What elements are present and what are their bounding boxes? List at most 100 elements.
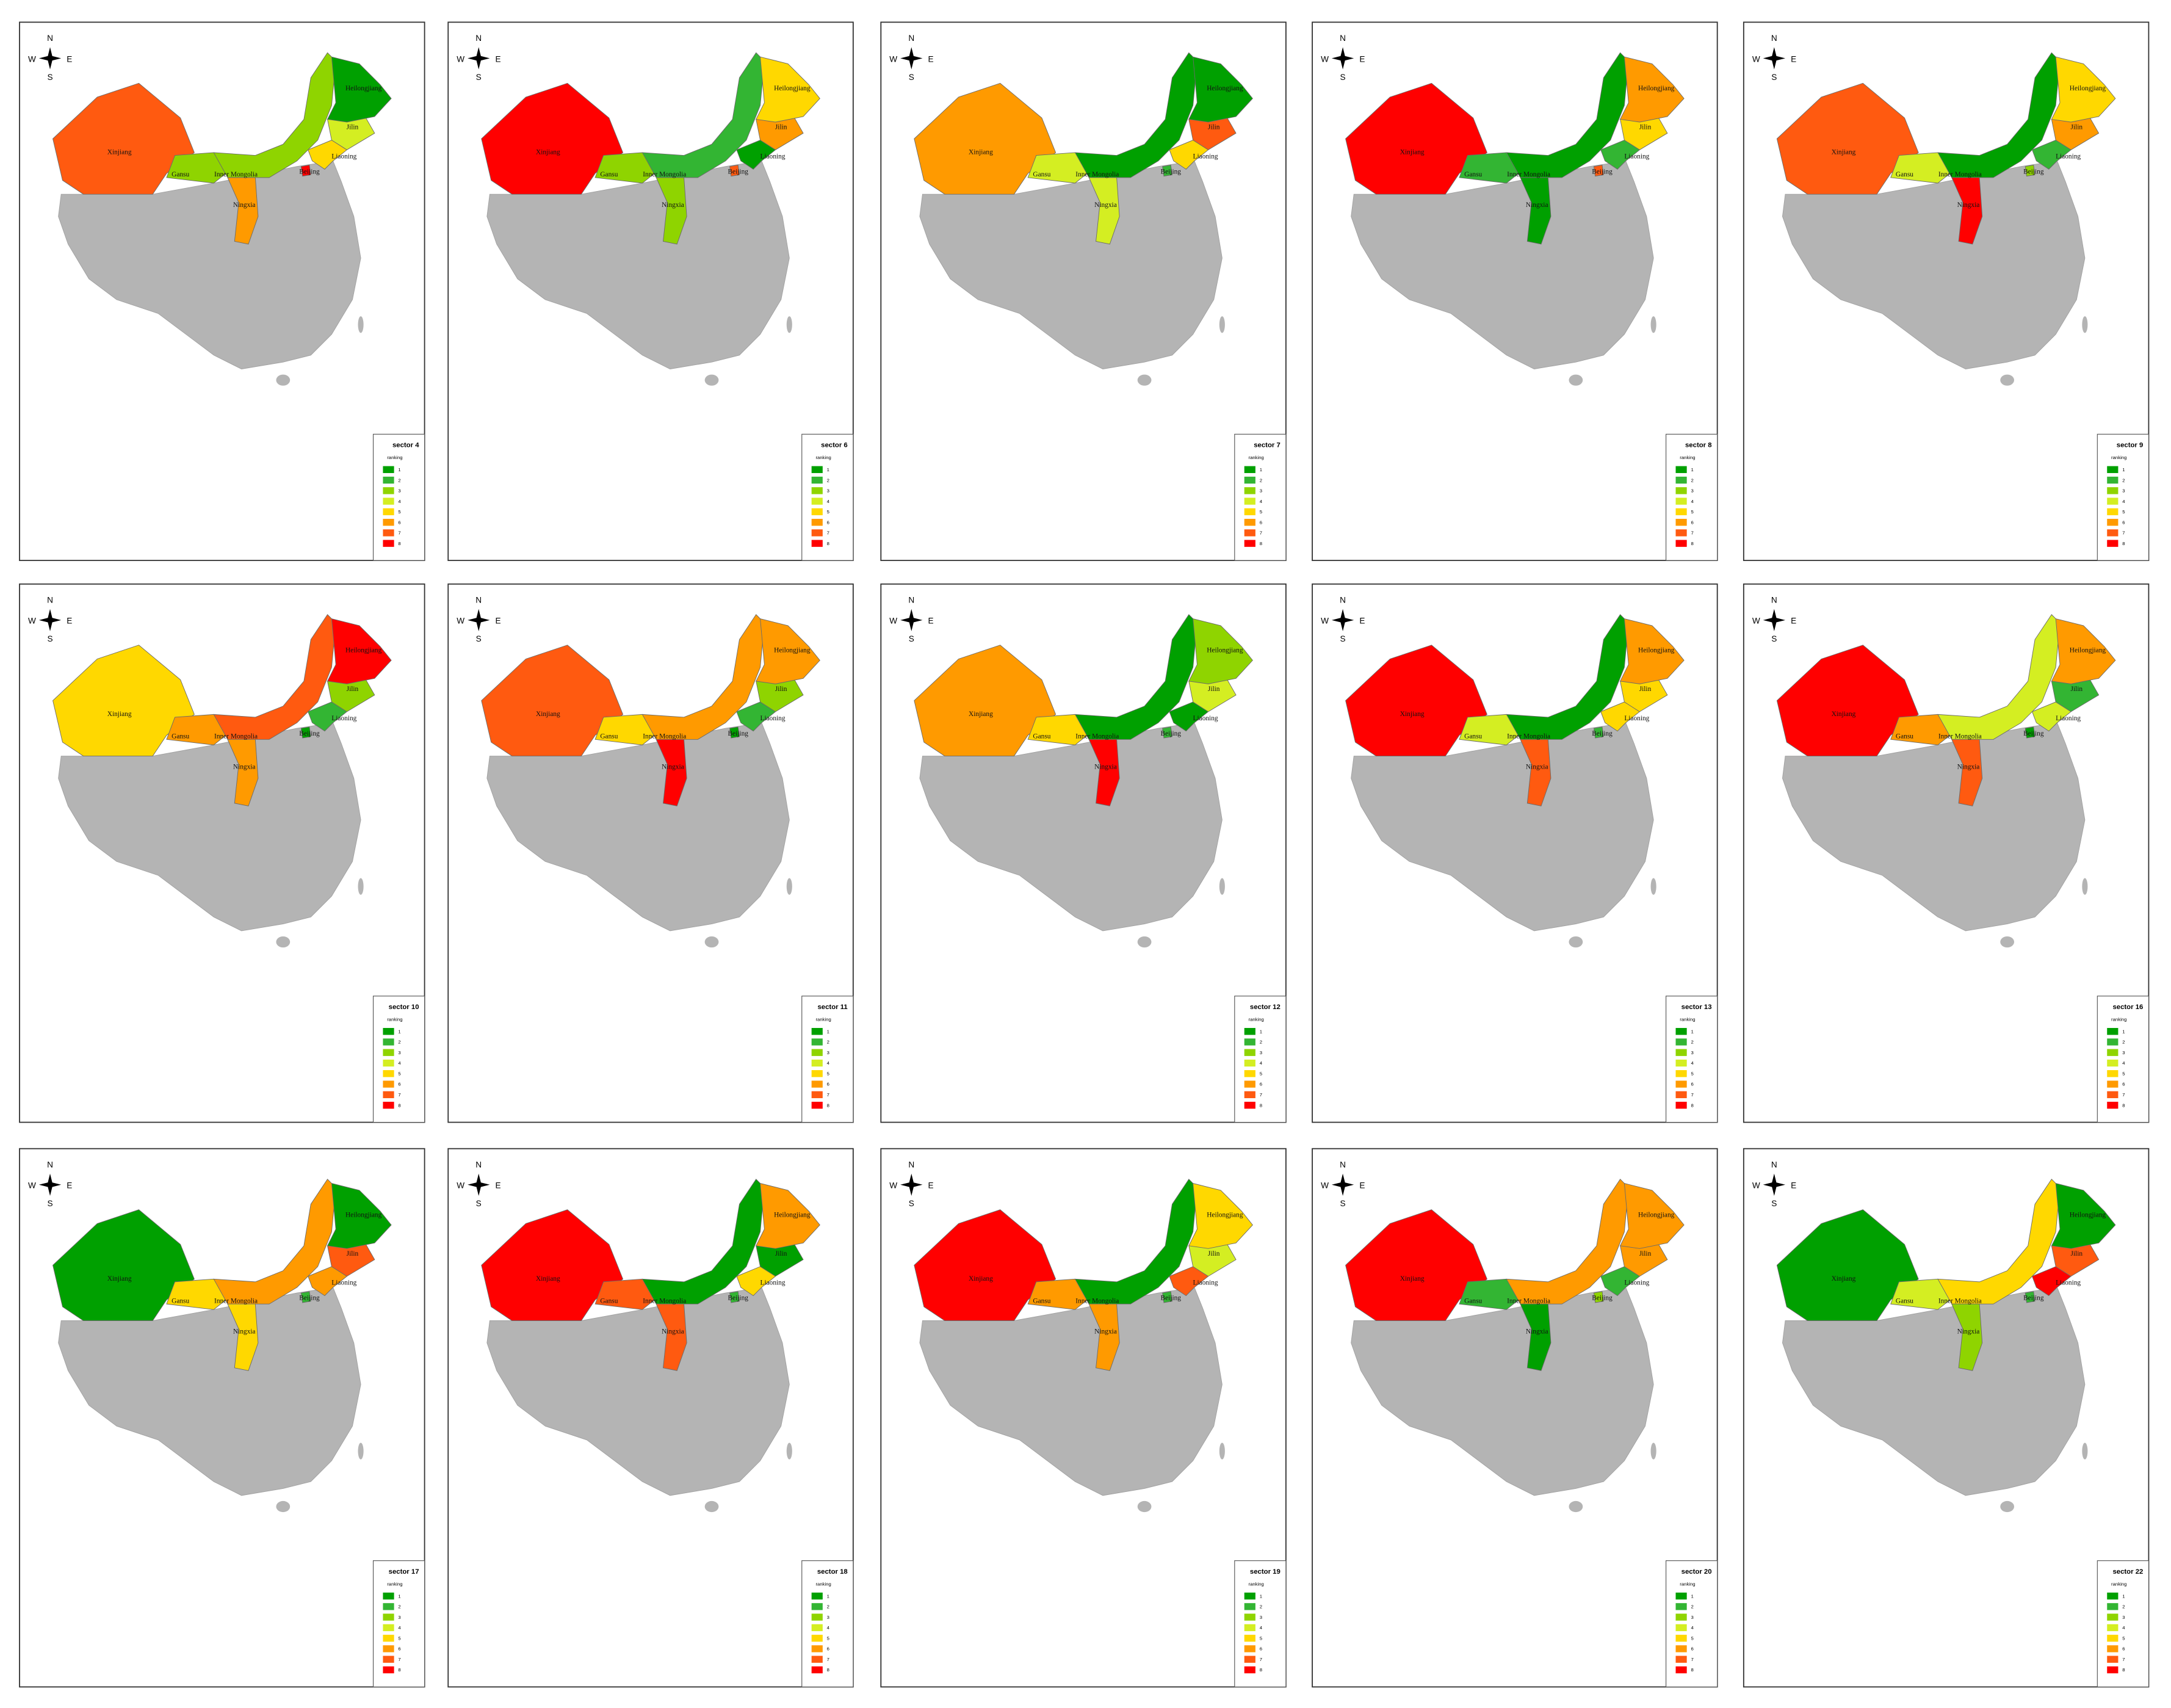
map-panel: Xinjiang Gansu Inner Mongolia Ningxia Beijin… [447, 583, 854, 1123]
compass-w: W [889, 1181, 897, 1190]
legend-swatch [1244, 1027, 1255, 1035]
compass-rose [1331, 609, 1354, 632]
province [1951, 739, 1983, 806]
compass-rose [1331, 1173, 1354, 1196]
legend-label: 2 [2122, 1040, 2125, 1045]
legend-swatch [383, 1038, 394, 1046]
map-panel: Xinjiang Gansu Inner Mongolia Ningxia Beijin… [19, 1148, 425, 1688]
legend-label: 8 [1691, 1667, 1693, 1673]
legend-box [372, 433, 425, 561]
legend-label: 4 [827, 499, 830, 504]
compass-n: N [1771, 1160, 1777, 1170]
legend-label: 7 [1691, 1657, 1693, 1662]
island [276, 936, 291, 948]
province [1593, 1291, 1604, 1303]
province-label: Jilin [775, 686, 787, 693]
province-label: Gansu [172, 171, 189, 178]
province [1088, 739, 1120, 806]
map-panel: Xinjiang Gansu Inner Mongolia Ningxia Beijin… [1312, 583, 1718, 1123]
legend-subtitle: ranking [2111, 455, 2126, 460]
compass-n: N [47, 34, 53, 43]
map-panel: Xinjiang Gansu Inner Mongolia Ningxia Beijin… [880, 583, 1287, 1123]
legend-swatch [383, 1101, 394, 1109]
compass-e: E [1359, 54, 1365, 63]
legend-label: 2 [827, 1040, 829, 1045]
province [1088, 1303, 1120, 1371]
legend-label: 7 [2122, 1657, 2125, 1662]
province [327, 618, 392, 684]
legend-label: 4 [398, 1625, 401, 1630]
legend-label: 5 [2122, 1635, 2125, 1641]
legend-title: sector 11 [817, 1004, 847, 1011]
legend-label: 1 [1691, 467, 1693, 472]
island [1219, 1442, 1225, 1460]
legend-swatch [1675, 1656, 1687, 1663]
compass-e: E [67, 617, 72, 626]
province-label: Ningxia [662, 201, 684, 209]
province-label: Xinjiang [1832, 1275, 1856, 1283]
legend-label: 2 [2122, 477, 2125, 483]
legend-label: 2 [1260, 1040, 1262, 1045]
legend-label: 7 [1691, 1092, 1693, 1098]
legend-label: 6 [2122, 1646, 2125, 1652]
island [786, 878, 792, 895]
legend-swatch [1244, 1645, 1255, 1652]
compass-e: E [928, 1181, 934, 1190]
legend-label: 3 [2122, 1050, 2125, 1055]
legend-label: 1 [827, 1029, 829, 1034]
legend-swatch [1675, 1027, 1687, 1035]
legend-swatch [383, 1070, 394, 1077]
province-label: Jilin [775, 1250, 787, 1257]
province-label: Beijing [728, 1295, 748, 1302]
legend-label: 1 [827, 1593, 829, 1599]
legend-swatch [1675, 540, 1687, 547]
legend-label: 2 [1691, 1040, 1693, 1045]
province [1619, 1182, 1685, 1249]
province-label: Heilongjiang [774, 646, 811, 654]
legend-label: 2 [398, 1040, 400, 1045]
map-panel: Xinjiang Gansu Inner Mongolia Ningxia Beijin… [880, 1148, 1287, 1688]
legend-swatch [2107, 1666, 2119, 1674]
legend-label: 3 [1691, 1050, 1693, 1055]
island [1137, 936, 1152, 948]
legend-label: 7 [827, 1657, 829, 1662]
province-label: Xinjiang [536, 149, 560, 156]
legend-label: 8 [827, 1667, 829, 1673]
legend-swatch [811, 540, 823, 547]
province-label: Liaoning [760, 715, 786, 722]
legend-label: 8 [2122, 1102, 2125, 1108]
province-label: Heilongjiang [1638, 646, 1675, 654]
map-panel: Xinjiang Gansu Inner Mongolia Ningxia Beijin… [1312, 1148, 1718, 1688]
legend-subtitle: ranking [815, 1581, 831, 1587]
province-label: Inner Mongolia [214, 733, 258, 740]
legend-label: 6 [827, 1646, 829, 1652]
legend-subtitle: ranking [1249, 455, 1264, 460]
compass-n: N [1340, 34, 1346, 43]
island [1650, 316, 1656, 333]
legend-swatch [1244, 476, 1255, 484]
province-label: Inner Mongolia [1507, 733, 1550, 740]
legend-swatch [2107, 1049, 2119, 1056]
province-label: Gansu [1464, 733, 1482, 740]
legend-title: sector 7 [1254, 441, 1281, 449]
island [2082, 316, 2088, 333]
legend-label: 3 [1691, 1615, 1693, 1620]
legend-label: 4 [827, 1060, 830, 1066]
legend-title: sector 17 [389, 1568, 419, 1576]
province-label: Liaoning [1193, 1279, 1218, 1287]
compass-s: S [909, 73, 914, 82]
legend-label: 8 [1260, 1667, 1262, 1673]
map-panel: Xinjiang Gansu Inner Mongolia Ningxia Beijin… [1743, 1148, 2150, 1688]
legend-subtitle: ranking [815, 1016, 831, 1022]
compass-n: N [1340, 596, 1346, 605]
compass-s: S [1771, 1199, 1777, 1208]
legend-swatch [2107, 1070, 2119, 1077]
legend-swatch [2107, 466, 2119, 473]
legend-swatch [1244, 1592, 1255, 1600]
province-label: Beijing [2023, 1295, 2044, 1302]
compass-w: W [1752, 54, 1760, 63]
province-label: Jilin [2070, 686, 2082, 693]
legend-swatch [1244, 529, 1255, 537]
compass-e: E [1791, 617, 1796, 626]
